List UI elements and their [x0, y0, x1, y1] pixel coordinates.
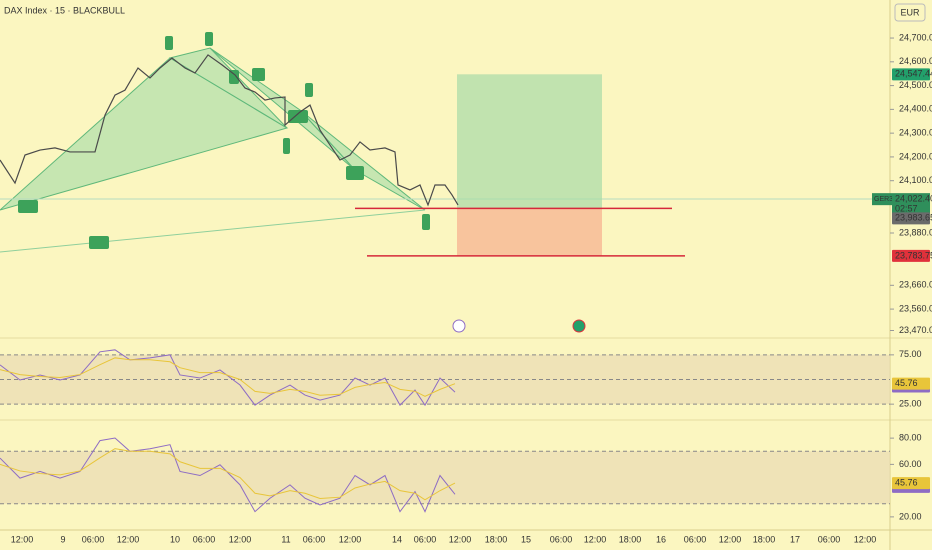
currency-button[interactable]	[894, 3, 926, 22]
marker	[346, 166, 364, 180]
price-tag	[892, 212, 930, 225]
marker	[288, 110, 308, 123]
y-tick-label: 80.00	[899, 433, 922, 443]
rsi-band	[0, 451, 890, 504]
x-tick-label: 14	[392, 534, 402, 544]
symbol-tag: GER30	[874, 196, 897, 203]
marker	[283, 138, 290, 154]
data-line	[0, 54, 459, 207]
marker	[422, 214, 430, 230]
x-tick-label: 12:00	[339, 534, 362, 544]
y-tick-label: 23,660.00	[899, 280, 932, 290]
y-tick-label: 24,600.00	[899, 56, 932, 66]
price-tag-label: 23,983.65	[895, 213, 932, 223]
x-tick-label: 9	[60, 534, 65, 544]
x-tick-label: 06:00	[550, 534, 573, 544]
x-tick-label: 06:00	[82, 534, 105, 544]
price-tag-label: 23,783.75	[895, 250, 932, 260]
data-line	[0, 437, 456, 513]
marker	[18, 200, 38, 213]
x-tick-label: 06:00	[414, 534, 437, 544]
x-tick-label: 12:00	[584, 534, 607, 544]
symbol-title: DAX Index · 15 · BLACKBULL	[4, 5, 125, 15]
last-price: 24,022.40	[895, 194, 932, 204]
price-tag	[892, 377, 930, 390]
x-tick-label: 17	[790, 534, 800, 544]
data-line	[0, 349, 456, 407]
price-tag-label: 24,547.44	[895, 69, 932, 79]
stop-zone	[457, 208, 602, 256]
y-tick-label: 23,880.00	[899, 227, 932, 237]
x-tick-label: 18:00	[619, 534, 642, 544]
marker	[229, 70, 239, 84]
x-tick-label: 11	[281, 534, 290, 544]
y-tick-label: 24,500.00	[899, 80, 932, 90]
event-icon[interactable]	[572, 319, 586, 333]
y-tick-label: 60.00	[899, 459, 922, 469]
marker	[89, 236, 109, 249]
event-icon[interactable]	[452, 319, 466, 333]
marker	[205, 32, 213, 46]
x-tick-label: 12:00	[449, 534, 472, 544]
y-tick-label: 20.00	[899, 511, 922, 521]
last-price-tag	[872, 193, 892, 206]
x-tick-label: 12:00	[117, 534, 140, 544]
x-tick-label: 12:00	[229, 534, 252, 544]
price-tag	[892, 249, 930, 262]
x-tick-label: 06:00	[684, 534, 707, 544]
target-zone	[457, 74, 602, 209]
x-tick-label: 12:00	[719, 534, 742, 544]
marker	[165, 36, 173, 50]
y-tick-label: 24,200.00	[899, 151, 932, 161]
y-tick-label: 24,300.00	[899, 128, 932, 138]
y-tick-label: 24,100.00	[899, 175, 932, 185]
x-tick-label: 18:00	[485, 534, 508, 544]
last-price-box	[892, 193, 930, 216]
y-tick-label: 75.00	[899, 349, 922, 359]
y-tick-label: 25.00	[899, 399, 922, 409]
x-tick-label: 10	[170, 534, 180, 544]
price-tag-label: 45.76	[895, 477, 918, 487]
pattern-cd	[299, 109, 426, 211]
countdown: 02:57	[895, 204, 918, 214]
data-line	[0, 357, 456, 397]
x-tick-label: 06:00	[193, 534, 216, 544]
x-tick-label: 12:00	[11, 534, 34, 544]
pattern-line	[0, 209, 426, 253]
currency[interactable]: EUR	[900, 7, 920, 17]
x-tick-label: 06:00	[303, 534, 326, 544]
x-tick-label: 18:00	[753, 534, 776, 544]
y-tick-label: 23,470.00	[899, 325, 932, 335]
pattern-markers	[18, 32, 430, 249]
y-tick-label: 23,560.00	[899, 303, 932, 313]
x-tick-label: 06:00	[818, 534, 841, 544]
y-tick-label: 24,700.00	[899, 32, 932, 42]
data-line	[0, 448, 456, 501]
price-tag	[892, 68, 930, 81]
x-tick-label: 12:00	[854, 534, 877, 544]
x-tick-label: 16	[656, 534, 666, 544]
marker	[252, 68, 265, 81]
price-tag-label: 45.76	[895, 378, 918, 388]
marker	[305, 83, 313, 97]
price-tag	[892, 477, 930, 490]
y-tick-label: 24,400.00	[899, 104, 932, 114]
x-tick-label: 15	[521, 534, 531, 544]
